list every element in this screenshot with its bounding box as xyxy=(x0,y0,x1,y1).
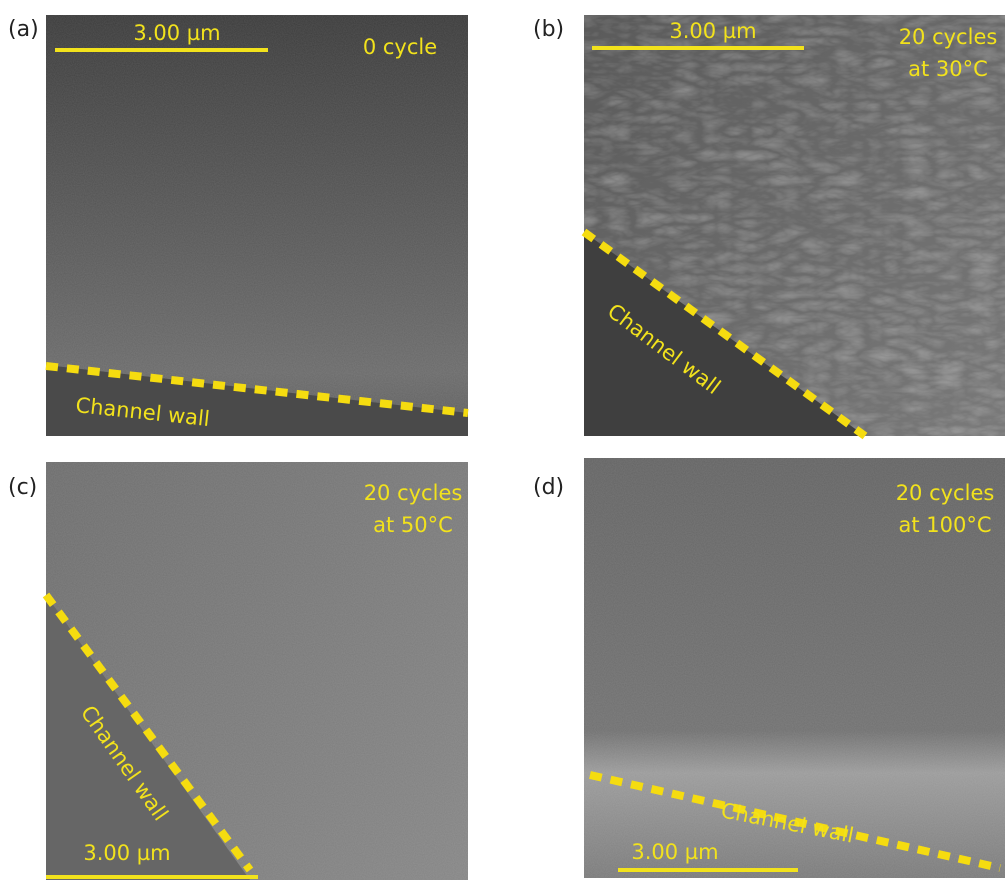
panel-d: (d) 20 cycles at 100°C Channel wall 3.00… xyxy=(533,458,1005,878)
condition: at 50°C xyxy=(373,513,453,537)
scale-text: 3.00 µm xyxy=(83,841,170,865)
panel-label: (b) xyxy=(533,17,564,42)
scale-text: 3.00 µm xyxy=(631,840,718,864)
panel-c: (c) 20 cycles at 50°C Channel wall 3.00 … xyxy=(8,462,468,880)
condition: 0 cycle xyxy=(363,35,437,59)
panel-a: (a) 3.00 µm 0 cycle Channel wall xyxy=(8,15,468,436)
condition: 20 cycles xyxy=(896,481,995,505)
panel-label: (a) xyxy=(8,17,39,42)
scale-text: 3.00 µm xyxy=(669,19,756,43)
condition: 20 cycles xyxy=(364,481,463,505)
panel-label: (c) xyxy=(8,475,37,500)
panel-label: (d) xyxy=(533,475,564,500)
panel-b: (b) 3.00 µm 20 cycles at 30°C Channel wa… xyxy=(533,15,1005,436)
condition: at 100°C xyxy=(898,513,991,537)
condition: at 30°C xyxy=(908,57,988,81)
scale-text: 3.00 µm xyxy=(133,21,220,45)
condition: 20 cycles xyxy=(899,25,998,49)
figure: (a) 3.00 µm 0 cycle Channel wall (b) 3.0… xyxy=(0,0,1005,880)
